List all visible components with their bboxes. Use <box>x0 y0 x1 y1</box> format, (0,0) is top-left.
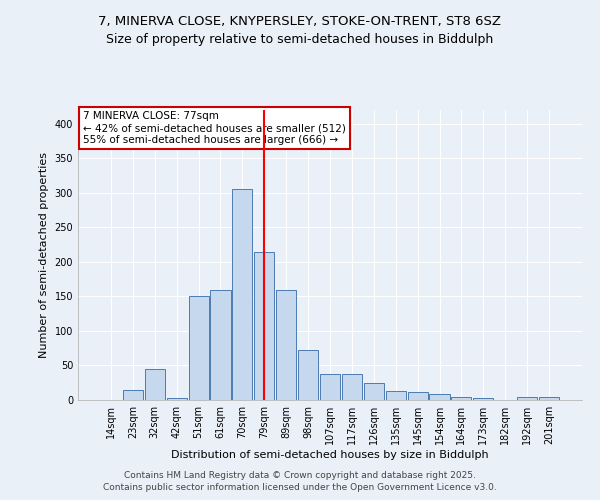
Bar <box>167 398 187 400</box>
Bar <box>517 397 537 400</box>
Bar <box>430 394 449 400</box>
Text: Contains HM Land Registry data © Crown copyright and database right 2025.: Contains HM Land Registry data © Crown c… <box>124 471 476 480</box>
Bar <box>188 296 209 400</box>
Bar <box>407 392 428 400</box>
Bar <box>451 396 472 400</box>
Bar <box>298 350 318 400</box>
Bar <box>145 369 165 400</box>
Bar <box>539 397 559 400</box>
Bar <box>473 398 493 400</box>
Text: Size of property relative to semi-detached houses in Biddulph: Size of property relative to semi-detach… <box>106 32 494 46</box>
Text: 7, MINERVA CLOSE, KNYPERSLEY, STOKE-ON-TRENT, ST8 6SZ: 7, MINERVA CLOSE, KNYPERSLEY, STOKE-ON-T… <box>98 15 502 28</box>
Bar <box>386 391 406 400</box>
X-axis label: Distribution of semi-detached houses by size in Biddulph: Distribution of semi-detached houses by … <box>171 450 489 460</box>
Bar <box>254 252 274 400</box>
Bar <box>364 384 384 400</box>
Y-axis label: Number of semi-detached properties: Number of semi-detached properties <box>39 152 49 358</box>
Bar <box>232 190 253 400</box>
Bar <box>320 374 340 400</box>
Text: 7 MINERVA CLOSE: 77sqm
← 42% of semi-detached houses are smaller (512)
55% of se: 7 MINERVA CLOSE: 77sqm ← 42% of semi-det… <box>83 112 346 144</box>
Bar <box>276 290 296 400</box>
Text: Contains public sector information licensed under the Open Government Licence v3: Contains public sector information licen… <box>103 484 497 492</box>
Bar <box>211 290 230 400</box>
Bar <box>123 390 143 400</box>
Bar <box>342 374 362 400</box>
